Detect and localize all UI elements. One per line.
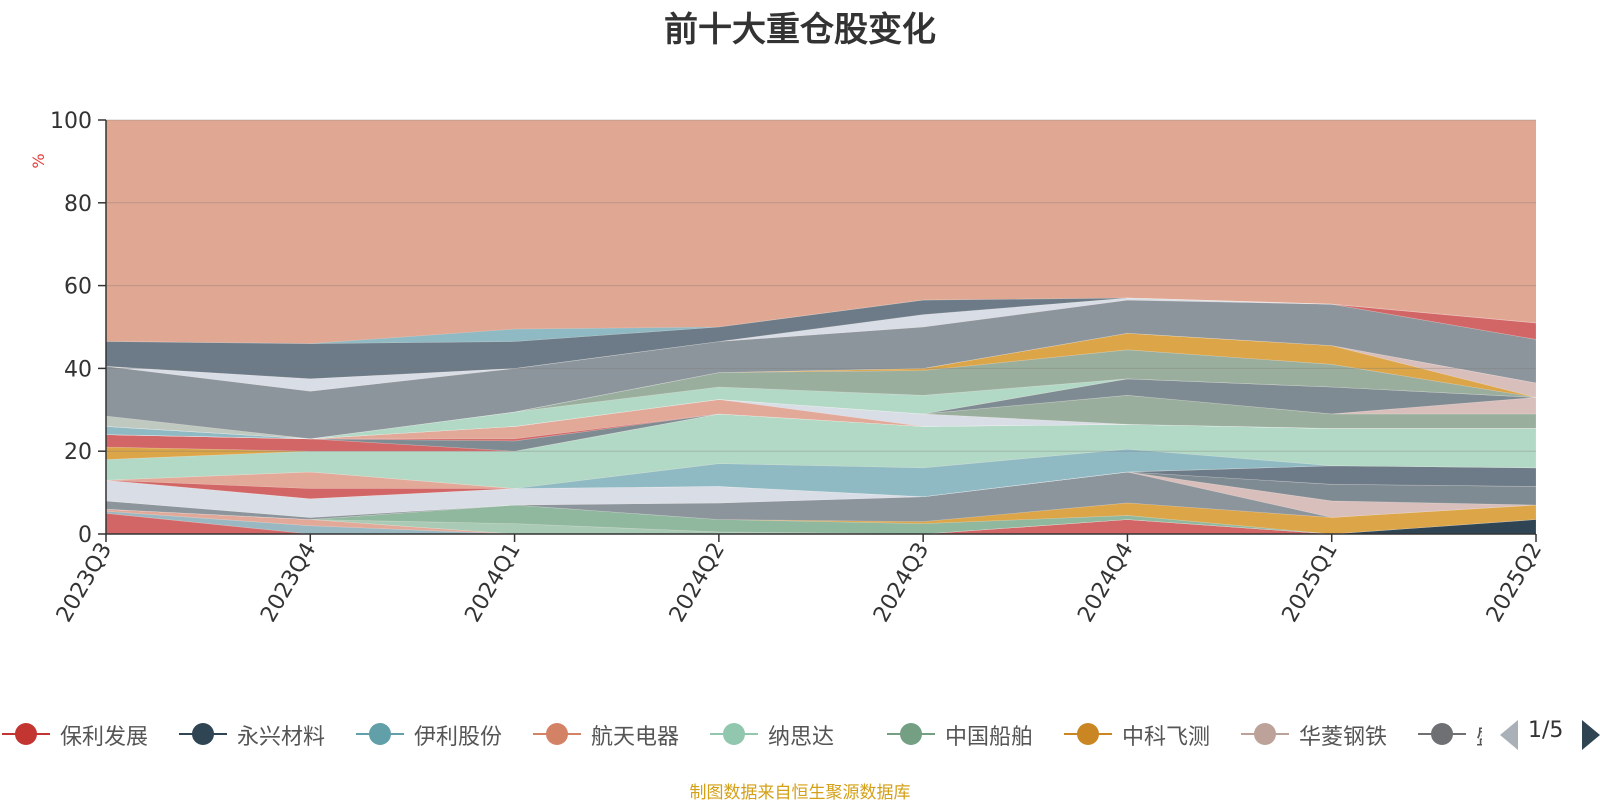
area-series-32[interactable] (105, 299, 1537, 440)
x-tick-label: 2024Q1 (460, 539, 525, 627)
x-tick-label: 2025Q1 (1278, 539, 1343, 627)
legend-next-arrow-icon[interactable] (1582, 720, 1600, 750)
area-series-11[interactable] (105, 471, 1537, 518)
x-tick-label: 2024Q4 (1073, 539, 1138, 627)
legend-marker-icon (2, 723, 50, 745)
area-series-19[interactable] (105, 413, 1536, 452)
chart-plot: 0 20 40 60 80 100 2023Q3 2023Q4 2024Q1 2024Q2 2024… (29, 109, 1547, 627)
legend-label: 中科飞测 (1122, 725, 1211, 750)
x-tick-label: 2024Q3 (869, 539, 934, 627)
legend-label: 航天电器 (591, 725, 680, 750)
area-series-30[interactable] (105, 332, 1537, 440)
y-axis-label: % (29, 153, 48, 168)
legend-label: 永兴材料 (237, 725, 326, 750)
y-tick-label: 40 (64, 357, 92, 382)
legend-marker-icon (1241, 723, 1289, 745)
legend: 保利发展 永兴材料 伊利股份 航天电器 纳思达 中国船舶 中科飞测 华菱钢铁 盛 (0, 712, 1482, 756)
area-series-20[interactable] (105, 413, 1536, 442)
x-tick-label: 2025Q2 (1482, 539, 1547, 627)
source-note: 制图数据来自恒生聚源数据库 (689, 783, 911, 803)
legend-label: 保利发展 (60, 725, 149, 750)
legend-marker-icon (1418, 723, 1466, 745)
x-tick-label: 2023Q4 (256, 539, 321, 627)
area-series-21[interactable] (105, 399, 1536, 440)
area-series-10[interactable] (105, 471, 1537, 518)
area-series-12[interactable] (105, 465, 1537, 500)
x-tick-label: 2023Q3 (52, 539, 117, 627)
legend-prev-arrow-icon[interactable] (1500, 720, 1518, 750)
area-series-16[interactable] (105, 413, 1537, 489)
legend-marker-icon (887, 723, 935, 745)
y-tick-label: 100 (50, 109, 92, 134)
legend-label: 中国船舶 (945, 725, 1034, 750)
legend-label: 盛 (1476, 719, 1482, 751)
legend-marker-icon (179, 723, 227, 745)
y-tick-label: 20 (64, 440, 92, 465)
legend-marker-icon (1064, 723, 1112, 745)
legend-marker-icon (710, 723, 758, 745)
y-tick-label: 80 (64, 192, 92, 217)
area-series-34[interactable] (105, 297, 1537, 380)
legend-page-indicator: 1/5 (1528, 718, 1564, 743)
legend-label: 伊利股份 (414, 725, 503, 750)
legend-label: 纳思达 (768, 725, 835, 750)
chart-title: 前十大重仓股变化 (664, 10, 936, 50)
legend-label: 华菱钢铁 (1299, 725, 1388, 750)
area-series-22[interactable] (105, 399, 1536, 440)
x-tick-label: 2024Q2 (665, 539, 730, 627)
legend-marker-icon (533, 723, 581, 745)
legend-marker-icon (356, 723, 404, 745)
area-series-36[interactable] (105, 297, 1537, 344)
y-tick-label: 60 (64, 275, 92, 300)
y-tick-label: 0 (78, 523, 92, 548)
legend-pager: 1/5 (1500, 718, 1600, 752)
